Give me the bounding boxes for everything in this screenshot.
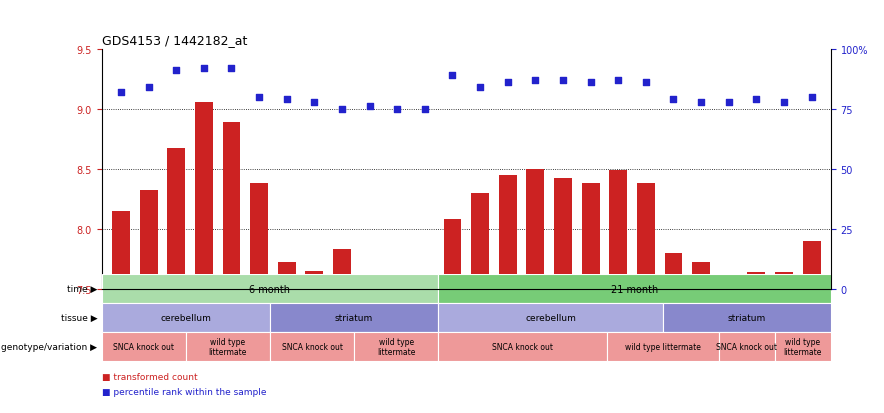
Bar: [102, 275, 438, 304]
Point: [308, 99, 322, 106]
Text: time ▶: time ▶: [67, 285, 97, 294]
Bar: [775, 272, 793, 289]
Text: cerebellum: cerebellum: [160, 313, 211, 323]
Text: ■ percentile rank within the sample: ■ percentile rank within the sample: [102, 387, 266, 396]
Bar: [444, 220, 461, 289]
Text: genotype/variation ▶: genotype/variation ▶: [1, 342, 97, 351]
Point: [804, 94, 819, 101]
Point: [362, 104, 377, 110]
Point: [639, 80, 653, 86]
Bar: [305, 271, 324, 289]
Point: [777, 99, 791, 106]
Text: ■ transformed count: ■ transformed count: [102, 372, 197, 381]
Text: 21 month: 21 month: [611, 284, 659, 294]
Bar: [270, 304, 438, 332]
Bar: [775, 332, 831, 361]
Text: SNCA knock out: SNCA knock out: [716, 342, 777, 351]
Text: SNCA knock out: SNCA knock out: [281, 342, 342, 351]
Bar: [471, 193, 489, 289]
Bar: [333, 249, 351, 289]
Bar: [609, 171, 628, 289]
Text: SNCA knock out: SNCA knock out: [113, 342, 174, 351]
Bar: [747, 272, 766, 289]
Bar: [692, 263, 710, 289]
Bar: [665, 253, 682, 289]
Point: [721, 99, 735, 106]
Text: cerebellum: cerebellum: [525, 313, 575, 323]
Bar: [636, 184, 655, 289]
Text: GDS4153 / 1442182_at: GDS4153 / 1442182_at: [102, 34, 247, 47]
Point: [169, 68, 183, 74]
Bar: [415, 287, 434, 289]
Point: [225, 65, 239, 72]
Bar: [270, 332, 354, 361]
Point: [197, 65, 211, 72]
Point: [750, 97, 764, 103]
Point: [529, 77, 543, 84]
Bar: [278, 263, 296, 289]
Point: [252, 94, 266, 101]
Bar: [803, 241, 820, 289]
Text: striatum: striatum: [728, 313, 766, 323]
Text: wild type littermate: wild type littermate: [625, 342, 701, 351]
Text: striatum: striatum: [335, 313, 373, 323]
Text: tissue ▶: tissue ▶: [61, 313, 97, 323]
Bar: [499, 176, 517, 289]
Point: [556, 77, 570, 84]
Point: [611, 77, 625, 84]
Bar: [223, 123, 240, 289]
Text: 6 month: 6 month: [249, 284, 291, 294]
Point: [114, 89, 128, 96]
Point: [694, 99, 708, 106]
Bar: [250, 184, 268, 289]
Bar: [438, 275, 831, 304]
Bar: [663, 304, 831, 332]
Text: wild type
littermate: wild type littermate: [784, 337, 822, 356]
Bar: [112, 211, 130, 289]
Text: wild type
littermate: wild type littermate: [377, 337, 415, 356]
Text: wild type
littermate: wild type littermate: [209, 337, 247, 356]
Bar: [526, 169, 545, 289]
Bar: [582, 184, 599, 289]
Bar: [606, 332, 719, 361]
Bar: [438, 332, 606, 361]
Bar: [140, 191, 157, 289]
Bar: [102, 332, 186, 361]
Bar: [554, 179, 572, 289]
Point: [390, 106, 404, 113]
Bar: [102, 304, 270, 332]
Point: [335, 106, 349, 113]
Bar: [167, 149, 186, 289]
Point: [279, 97, 293, 103]
Point: [667, 97, 681, 103]
Bar: [720, 275, 738, 289]
Point: [500, 80, 514, 86]
Bar: [186, 332, 270, 361]
Point: [473, 85, 487, 91]
Bar: [354, 332, 438, 361]
Bar: [388, 287, 407, 289]
Bar: [361, 287, 378, 289]
Bar: [194, 102, 213, 289]
Point: [446, 73, 460, 79]
Bar: [719, 332, 775, 361]
Point: [418, 106, 432, 113]
Text: SNCA knock out: SNCA knock out: [492, 342, 552, 351]
Point: [583, 80, 598, 86]
Point: [141, 85, 156, 91]
Bar: [438, 304, 663, 332]
